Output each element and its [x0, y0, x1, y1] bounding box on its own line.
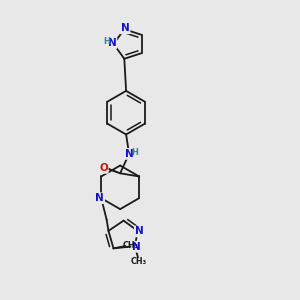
- Text: CH₃: CH₃: [130, 257, 147, 266]
- Text: N: N: [135, 226, 143, 236]
- Text: H: H: [132, 148, 139, 157]
- Text: CH₃: CH₃: [123, 242, 139, 250]
- Text: N: N: [108, 38, 116, 48]
- Text: N: N: [95, 193, 104, 203]
- Text: O: O: [99, 163, 108, 173]
- Text: N: N: [121, 23, 130, 33]
- Text: H: H: [103, 37, 110, 46]
- Text: N: N: [125, 149, 134, 159]
- Text: N: N: [132, 242, 141, 252]
